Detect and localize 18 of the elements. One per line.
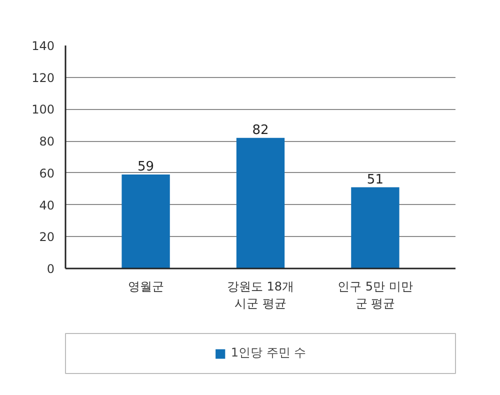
y-tick-label: 0 — [46, 262, 55, 276]
y-tick-label: 40 — [39, 198, 55, 212]
y-tick-label: 80 — [39, 134, 55, 149]
bar — [351, 187, 400, 268]
x-tick-label: 인구 5만 미만 군 평균 — [338, 280, 413, 310]
y-tick-label: 100 — [32, 102, 54, 117]
y-tick-label: 60 — [39, 166, 55, 180]
y-tick-label: 20 — [39, 230, 55, 244]
data-label: 51 — [366, 172, 384, 188]
legend-label: 1인당 주민 수 — [230, 344, 306, 362]
data-label: 59 — [138, 160, 154, 175]
bar — [122, 174, 170, 268]
x-tick-label: 강원도 18개 시군 평균 — [226, 280, 294, 310]
y-tick-label: 120 — [32, 70, 54, 85]
y-tick-label: 140 — [32, 39, 54, 53]
x-tick-label: 영월군 — [128, 280, 164, 294]
data-label: 82 — [252, 122, 269, 138]
bar — [236, 138, 285, 268]
